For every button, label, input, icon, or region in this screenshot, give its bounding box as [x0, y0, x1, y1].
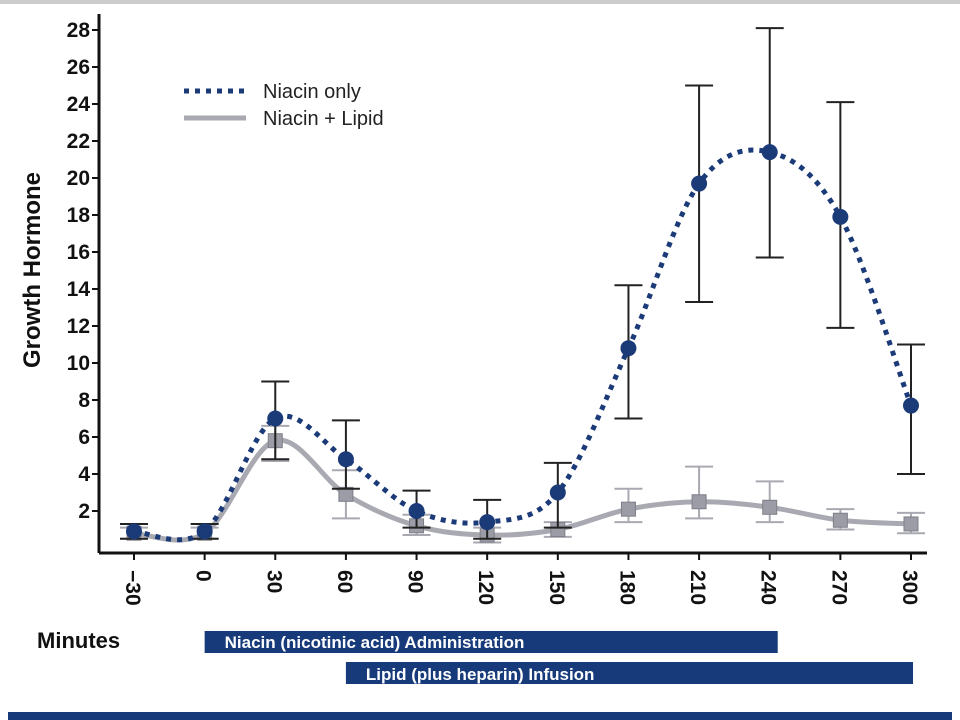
x-tick-label: 120	[474, 570, 497, 605]
data-point-niacin-only	[832, 208, 849, 225]
y-tick-label: 28	[67, 19, 91, 42]
y-tick-label: 20	[67, 167, 90, 190]
y-tick-label: 24	[67, 93, 91, 116]
band-niacin-administration: Niacin (nicotinic acid) Administration	[204, 631, 778, 653]
y-tick-label: 16	[67, 241, 90, 264]
data-point-niacin-only	[267, 410, 284, 427]
band-lipid-bar	[345, 662, 914, 684]
data-point-niacin-only	[126, 523, 142, 540]
series-line-niacin-lipid	[133, 437, 912, 543]
legend: Niacin only Niacin + Lipid	[184, 81, 384, 130]
data-point-niacin-lipid	[903, 516, 919, 532]
data-point-niacin-lipid	[762, 499, 778, 515]
data-point-niacin-lipid	[620, 501, 636, 517]
y-tick-label: 22	[67, 130, 90, 153]
x-tick-label: 30	[262, 570, 285, 593]
legend-label-niacin-only: Niacin only	[263, 81, 361, 103]
band-niacin-bar	[204, 631, 778, 653]
data-point-niacin-only	[761, 144, 778, 161]
x-tick-label: 300	[898, 570, 921, 605]
x-tick-label: −30	[121, 570, 144, 606]
x-tick-label: 210	[686, 570, 709, 605]
band-lipid-infusion: Lipid (plus heparin) Infusion	[345, 662, 914, 684]
data-point-niacin-only	[903, 397, 919, 414]
data-point-niacin-only	[337, 451, 354, 468]
y-tick-label: 2	[78, 500, 90, 523]
top-border	[0, 0, 960, 4]
x-tick-label: 180	[615, 570, 638, 605]
y-tick-label: 6	[78, 426, 90, 449]
data-point-niacin-only	[691, 175, 708, 192]
x-tick-label: 90	[404, 570, 427, 593]
legend-label-niacin-lipid: Niacin + Lipid	[263, 108, 384, 130]
y-tick-label: 10	[67, 352, 90, 375]
x-tick-label: 60	[333, 570, 356, 593]
y-tick-label: 8	[78, 389, 90, 412]
band-lipid-label: Lipid (plus heparin) Infusion	[366, 665, 595, 684]
data-point-niacin-only	[408, 503, 425, 519]
x-tick-label: 150	[545, 570, 568, 605]
y-axis-label: Growth Hormone	[19, 172, 46, 368]
y-tick-label: 18	[67, 204, 91, 227]
data-point-niacin-only	[479, 514, 496, 531]
x-ticks: −30 0 30 60 90 120 150 180 210 240 270 300	[121, 553, 921, 606]
markers-niacin-only	[126, 144, 919, 540]
x-tick-label: 240	[757, 570, 780, 605]
data-point-niacin-only	[620, 340, 637, 357]
band-niacin-label: Niacin (nicotinic acid) Administration	[225, 633, 525, 652]
x-tick-label: 0	[192, 570, 215, 582]
y-tick-label: 14	[67, 278, 91, 301]
data-point-niacin-lipid	[691, 494, 707, 510]
series-line-niacin-only	[133, 147, 914, 543]
markers-niacin-lipid	[126, 433, 919, 543]
y-tick-label: 26	[67, 56, 90, 79]
data-point-niacin-only	[196, 523, 213, 540]
x-axis-label: Minutes	[37, 628, 120, 653]
x-tick-label: 270	[827, 570, 850, 605]
data-point-niacin-only	[549, 484, 566, 501]
data-point-niacin-lipid	[832, 512, 848, 528]
y-tick-label: 12	[67, 315, 90, 338]
footer-strip	[8, 712, 952, 720]
y-tick-label: 4	[78, 463, 90, 486]
error-bars-niacin-only	[120, 27, 925, 540]
